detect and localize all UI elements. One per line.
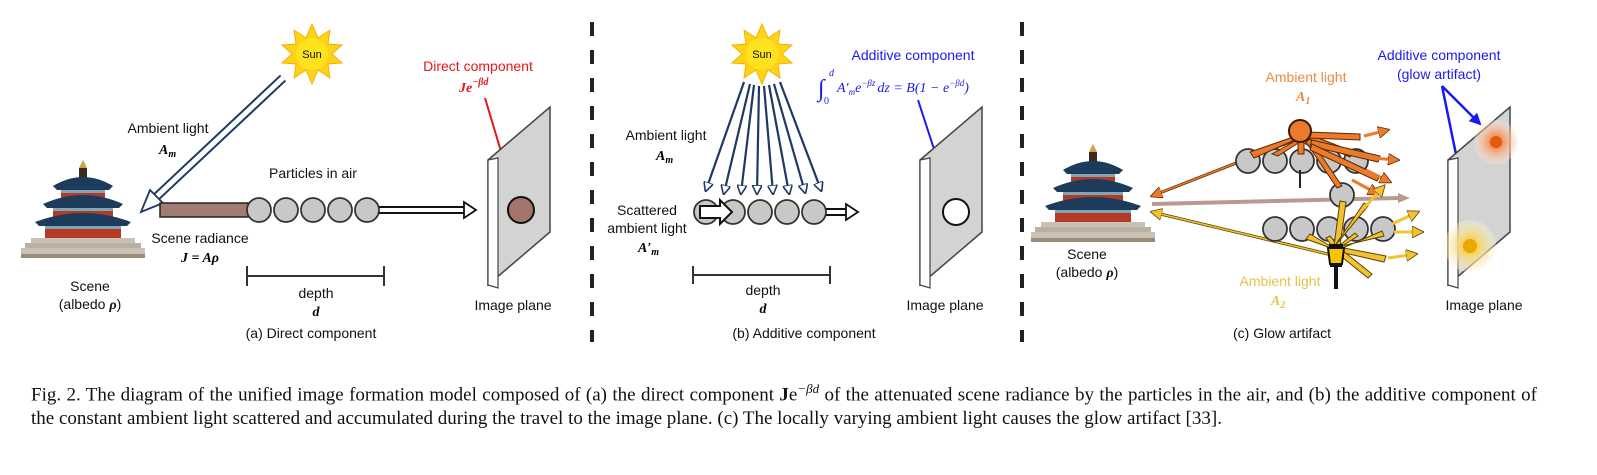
particle-row [246, 197, 380, 223]
scene-radiance-label: Scene radiance [151, 230, 249, 246]
scene-label: Scene [1067, 246, 1107, 262]
svg-text:d: d [829, 68, 835, 79]
ambient-2-symbol: A2 [1270, 294, 1285, 311]
scattered-label-1: Scattered [617, 202, 677, 218]
panel-b-caption: (b) Additive component [732, 325, 875, 341]
particle-icon [747, 199, 773, 225]
figure-caption: Fig. 2. The diagram of the unified image… [31, 381, 1537, 430]
depth-symbol: d [313, 305, 321, 320]
particle-icon [246, 197, 272, 223]
panel-c: Scene (albedo ρ) [1031, 47, 1523, 341]
image-plane-a [487, 105, 551, 289]
additive-spot [942, 198, 970, 226]
sun-icon: Sun [731, 23, 793, 85]
glow-title-1: Additive component [1378, 47, 1501, 63]
panel-b: Sun Ambient light Am Scattered ambient l… [607, 23, 984, 341]
direct-arrow [463, 200, 478, 220]
svg-text:0: 0 [824, 96, 829, 107]
svg-text:∫: ∫ [816, 76, 826, 103]
scattered-symbol: A′m [637, 241, 659, 258]
albedo-label: (albedo ρ) [59, 296, 121, 313]
particle-icon [354, 197, 380, 223]
ambient-symbol: Am [158, 143, 176, 160]
panel-c-caption: (c) Glow artifact [1233, 325, 1331, 341]
ambient-symbol: Am [655, 149, 673, 166]
temple-icon [21, 160, 145, 258]
ambient-light-label: Ambient light [128, 120, 209, 136]
particle-icon [327, 197, 353, 223]
depth-label: depth [745, 282, 780, 298]
lantern-icon [1326, 244, 1346, 289]
ambient-1-label: Ambient light [1266, 69, 1347, 85]
scattered-arrow [699, 197, 734, 227]
particle-icon [300, 197, 326, 223]
scattered-label-2: ambient light [607, 220, 686, 236]
image-plane-c [1444, 105, 1518, 289]
depth-label: depth [298, 285, 333, 301]
additive-component-title: Additive component [852, 47, 975, 63]
svg-text:Sun: Sun [302, 49, 322, 61]
diagram-canvas: Sun Ambient light Am Particles in air Sc… [21, 22, 1523, 342]
additive-formula: ∫ d 0 A′me−βz dz = B(1 − e−βd) [816, 68, 969, 107]
direct-spot [507, 196, 535, 224]
temple-icon [1031, 144, 1155, 242]
radiance-equation: J = Aρ [180, 251, 219, 266]
sun-icon: Sun [281, 23, 343, 85]
direct-component-title: Direct component [423, 58, 533, 74]
particle-icon [774, 199, 800, 225]
glow-title-2: (glow artifact) [1397, 66, 1481, 82]
ambient-source-1 [1288, 119, 1312, 143]
ambient-1-symbol: A1 [1295, 90, 1310, 107]
ambient-rays [706, 81, 821, 193]
orange-rays [1249, 131, 1381, 189]
panel-a-caption: (a) Direct component [246, 325, 377, 341]
svg-text:Sun: Sun [752, 49, 772, 61]
yellow-rays [1305, 200, 1387, 279]
glow-pointer-upper [1441, 85, 1482, 126]
particle-icon [801, 199, 827, 225]
scene-label: Scene [70, 278, 110, 294]
direct-component-expr: Je−βd [458, 77, 489, 96]
panel-a: Sun Ambient light Am Particles in air Sc… [21, 23, 552, 341]
particles-label: Particles in air [269, 165, 357, 181]
scene-ray [1151, 196, 1401, 206]
ambient-light-label: Ambient light [626, 127, 707, 143]
image-plane-label: Image plane [906, 297, 983, 313]
image-plane-b [919, 105, 983, 289]
radiance-bar [159, 202, 249, 218]
particle-icon [273, 197, 299, 223]
image-plane-label: Image plane [474, 297, 551, 313]
ambient-2-label: Ambient light [1240, 273, 1321, 289]
image-plane-label: Image plane [1445, 297, 1522, 313]
albedo-label: (albedo ρ) [1056, 264, 1118, 281]
depth-symbol: d [760, 302, 768, 317]
